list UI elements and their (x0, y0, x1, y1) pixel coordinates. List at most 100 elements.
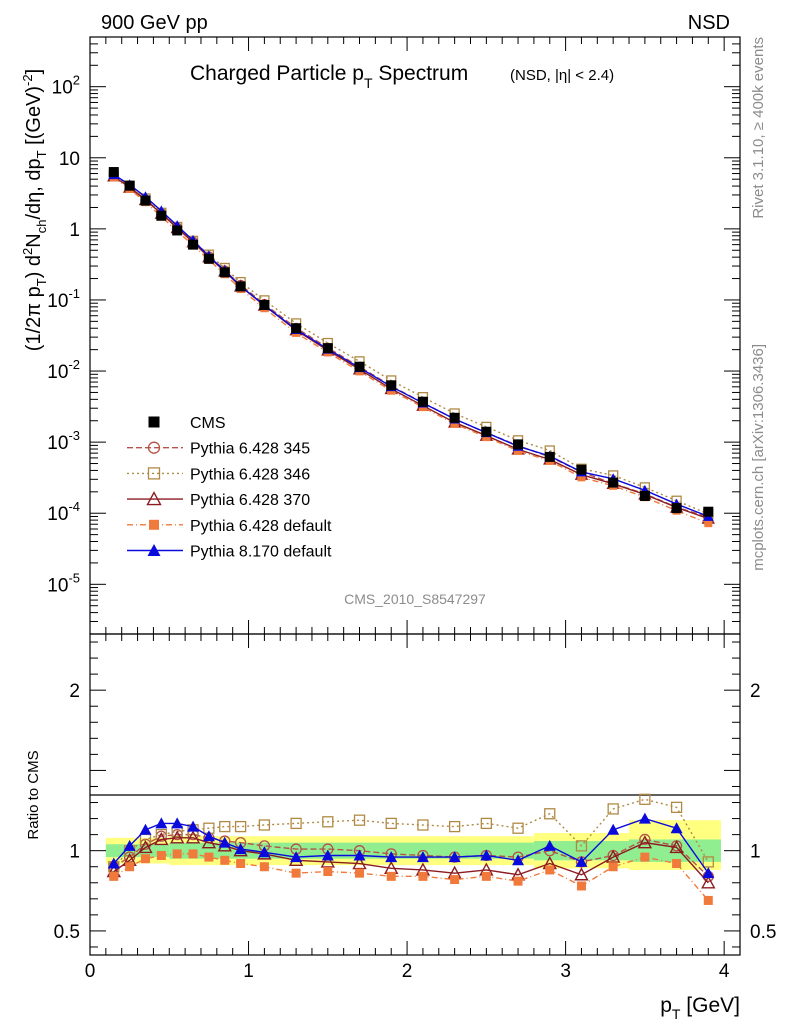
series-line (113, 174, 709, 518)
ratio-point (417, 819, 429, 831)
ratio-point (637, 835, 653, 849)
ratio-point (201, 835, 217, 849)
x-axis-label: pT [GeV] (660, 994, 740, 1022)
ratio-point (234, 820, 247, 833)
ratio-line (113, 798, 709, 868)
ratio-point (574, 867, 589, 881)
ratio-y-tick-label: 2 (69, 681, 80, 702)
ratio-y-tick-label-right: 2 (750, 681, 761, 702)
ratio-point (259, 862, 269, 872)
data-point (608, 477, 619, 488)
ratio-point (543, 839, 556, 851)
ratio-point (323, 867, 333, 877)
chart-title: Charged Particle pT Spectrum (190, 62, 468, 91)
ratio-point (512, 854, 525, 866)
legend-marker (149, 519, 159, 530)
ratio-point (125, 862, 135, 872)
data-point (354, 361, 365, 372)
y-tick-label: 1 (69, 220, 80, 241)
ratio-point (480, 849, 493, 861)
ratio-point (355, 868, 365, 878)
analysis-id: CMS_2010_S8547297 (344, 591, 486, 607)
spectrum-x-ticks (89, 37, 725, 634)
ratio-point (608, 862, 618, 872)
legend-entry: Pythia 8.170 default (127, 544, 332, 561)
ratio-point (291, 868, 301, 878)
data-point (544, 451, 555, 462)
ratio-point (512, 822, 524, 834)
ratio-point (385, 817, 397, 830)
ratio-point (140, 854, 150, 864)
ratio-point (220, 855, 230, 865)
ratio-point (544, 808, 556, 820)
legend: CMS Pythia 6.428 345 Pythia 6.428 346 Pythi… (127, 415, 332, 561)
y-tick-label: 10-5 (47, 570, 80, 596)
data-point (124, 180, 135, 191)
ratio-y-tick-label-right: 1 (750, 842, 761, 863)
legend-label: Pythia 8.170 default (190, 544, 332, 561)
ratio-x-ticks: 0 1 2 3 4 (85, 634, 730, 982)
ratio-y-tick-label-right: 0.5 (750, 922, 776, 943)
ratio-point (171, 817, 184, 829)
ratio-point (138, 840, 153, 854)
ratio-plot-area (106, 793, 716, 905)
data-point (322, 343, 333, 354)
ratio-point (669, 840, 684, 854)
ratio-point (575, 855, 588, 867)
ratio-point (290, 851, 303, 863)
ratio-point (448, 851, 461, 863)
ratio-point (107, 857, 120, 869)
ratio-point (170, 830, 185, 844)
data-point (449, 412, 460, 423)
ratio-point (448, 820, 461, 833)
legend-marker (147, 544, 161, 556)
ratio-point (155, 817, 168, 829)
ratio-point (480, 817, 492, 830)
legend-label: Pythia 6.428 default (190, 518, 332, 535)
ratio-point (638, 812, 651, 824)
ratio-point (702, 856, 714, 868)
data-point (188, 239, 199, 250)
ratio-point (607, 823, 620, 835)
ratio-point (639, 833, 651, 846)
data-point (235, 281, 246, 292)
ratio-point (123, 839, 136, 851)
ratio-point (154, 831, 169, 846)
x-tick-label: 2 (402, 961, 413, 982)
data-point (576, 464, 587, 475)
data-point (386, 380, 397, 391)
data-point (513, 439, 524, 450)
data-point (577, 473, 586, 482)
ratio-point (204, 852, 214, 862)
ratio-y-axis-label: Ratio to CMS (25, 750, 42, 839)
data-point (481, 426, 492, 437)
title-main: Charged Particle p (190, 62, 364, 85)
data-point (417, 396, 428, 407)
x-tick-label: 3 (560, 961, 571, 982)
data-point (172, 225, 183, 236)
ratio-point (605, 849, 621, 863)
ratio-point (172, 849, 182, 859)
ratio-point (202, 830, 215, 842)
ratio-point (185, 830, 201, 844)
legend-marker (146, 491, 162, 506)
series-cms (108, 167, 714, 517)
ratio-point (575, 840, 588, 852)
spectrum-y-axis-label: (1/2π pT) d2Nch/dη, dpT [(GeV)-2] (20, 69, 49, 351)
legend-marker (147, 441, 161, 454)
rivet-label: Rivet 3.1.10, ≥ 400k events (750, 37, 767, 219)
legend-entry: CMS (148, 415, 226, 432)
x-tick-label: 1 (243, 961, 254, 982)
legend-marker (148, 416, 160, 428)
y-tick-label: 10-1 (47, 286, 80, 312)
x-tick-label: 4 (719, 961, 730, 982)
data-point (703, 506, 714, 517)
title-sub: T (364, 75, 373, 91)
ratio-point (352, 856, 367, 870)
ratio-point (418, 871, 428, 881)
ratio-point (670, 801, 683, 813)
ratio-point (670, 822, 683, 834)
ratio-point (386, 871, 396, 881)
legend-entry: Pythia 6.428 346 (127, 466, 310, 483)
